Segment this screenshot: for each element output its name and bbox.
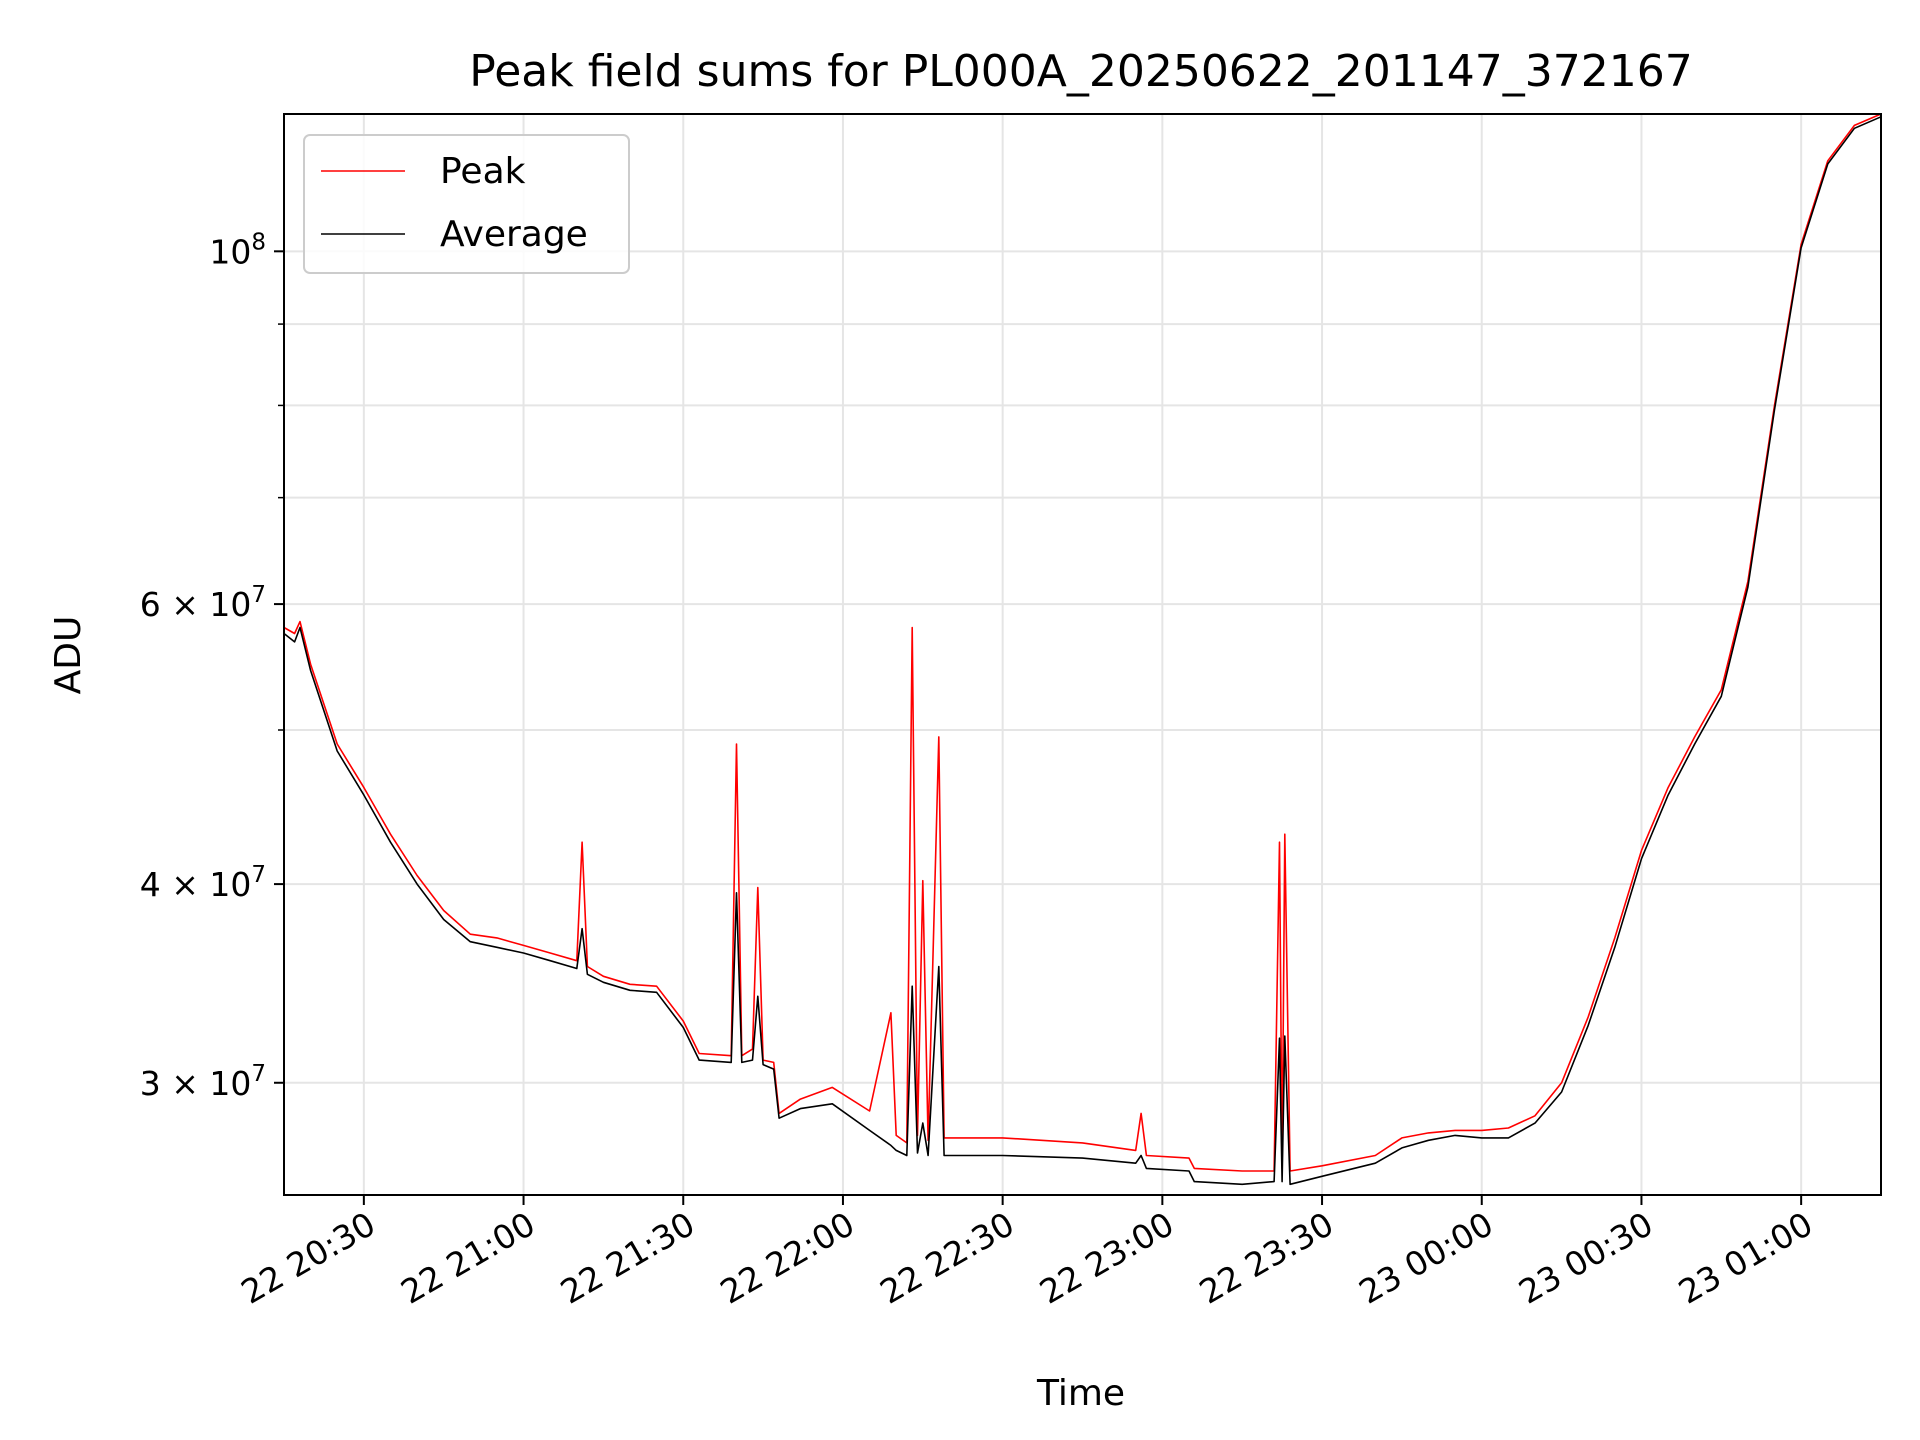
- plot-frame: [283, 113, 1882, 1196]
- series-line-peak: [283, 113, 1882, 1172]
- series-line-average: [283, 116, 1882, 1186]
- y-tick-exponent: 8: [251, 229, 266, 255]
- data-series: [283, 113, 1882, 1186]
- legend-box: [303, 134, 630, 274]
- legend-peak-label: Peak: [440, 151, 526, 192]
- y-axis-label: ADU: [48, 616, 89, 695]
- y-tick-exponent: 7: [251, 1061, 266, 1087]
- x-axis-label: Time: [1036, 1373, 1125, 1414]
- y-tick-exponent: 7: [251, 862, 266, 888]
- chart-title: Peak field sums for PL000A_20250622_2011…: [469, 46, 1692, 97]
- y-tick-exponent: 7: [251, 582, 266, 608]
- y-tick-label: 4 × 107: [140, 862, 266, 904]
- legend: Peak Average: [303, 134, 630, 274]
- y-tick-label: 6 × 107: [140, 582, 266, 624]
- y-tick-label: 3 × 107: [140, 1061, 266, 1103]
- legend-average-label: Average: [440, 214, 588, 255]
- grid-lines: [284, 114, 1881, 1195]
